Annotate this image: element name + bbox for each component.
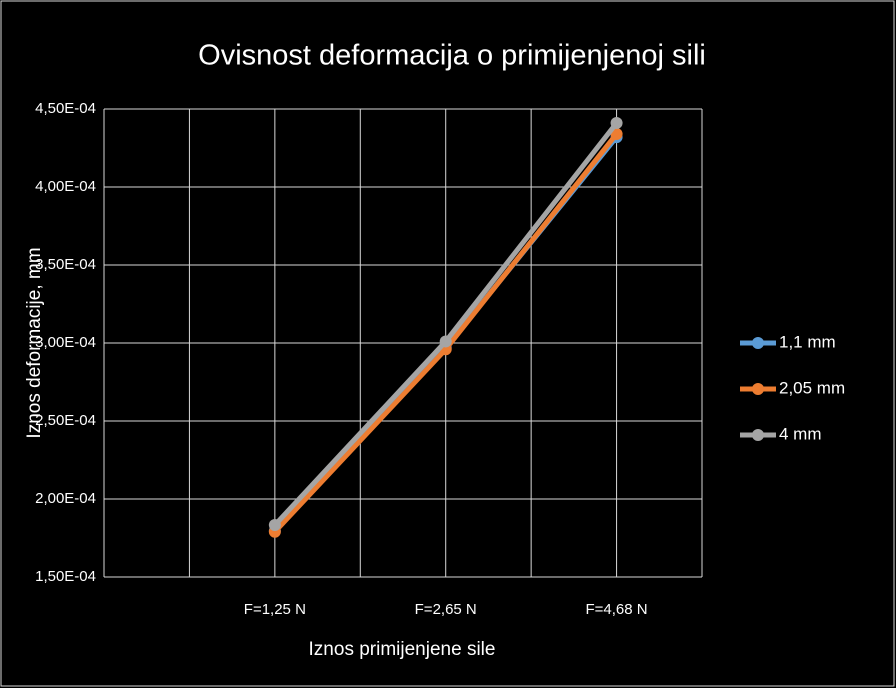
legend-label: 4 mm (779, 424, 822, 443)
series-point (610, 127, 623, 140)
x-tick-label: F=4,68 N (586, 601, 648, 618)
chart-title: Ovisnost deformacija o primijenjenoj sil… (198, 40, 706, 72)
y-tick-label: 4,50E-04 (35, 100, 96, 117)
legend-label: 1,1 mm (779, 332, 836, 351)
y-tick-label: 4,00E-04 (35, 178, 96, 195)
y-tick-label: 3,00E-04 (35, 334, 96, 351)
series-point (610, 117, 623, 130)
y-tick-label: 2,00E-04 (35, 490, 96, 507)
legend-marker (752, 383, 764, 395)
y-tick-label: 2,50E-04 (35, 412, 96, 429)
legend-label: 2,05 mm (779, 378, 845, 397)
legend-marker (752, 429, 764, 441)
x-tick-label: F=1,25 N (244, 601, 306, 618)
x-tick-label: F=2,65 N (415, 601, 477, 618)
series-point (268, 519, 281, 532)
y-tick-label: 3,50E-04 (35, 256, 96, 273)
legend-marker (752, 337, 764, 349)
series-point (439, 335, 452, 348)
x-axis-label: Iznos primijenjene sile (309, 639, 496, 660)
y-axis-label: Iznos deformacije, mm (24, 247, 45, 438)
y-tick-label: 1,50E-04 (35, 568, 96, 585)
